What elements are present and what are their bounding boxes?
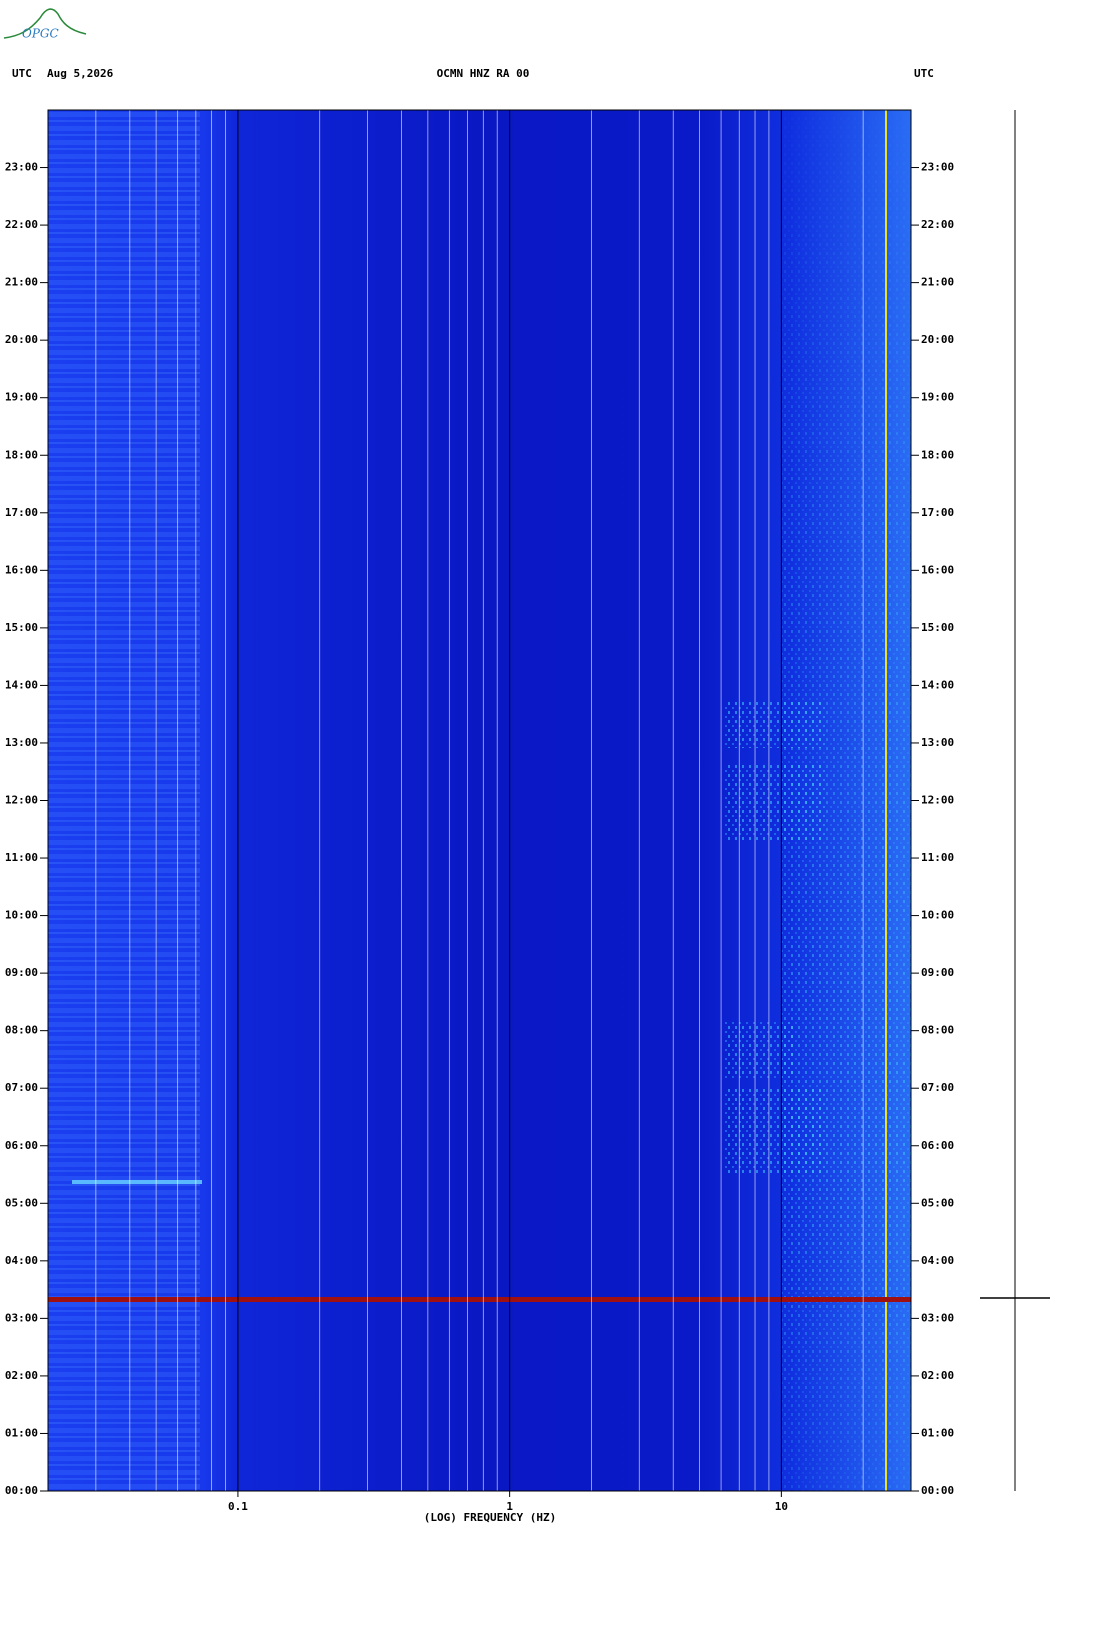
y-tick-label: 18:00	[5, 448, 38, 461]
y-tick-label: 21:00	[5, 276, 38, 289]
logo: OPGC	[3, 8, 87, 41]
y-tick-label: 12:00	[921, 794, 954, 807]
y-tick-label: 01:00	[921, 1426, 954, 1439]
y-tick-label: 20:00	[921, 333, 954, 346]
y-tick-label: 07:00	[5, 1081, 38, 1094]
chart-title: OCMN HNZ RA 00	[437, 67, 530, 80]
y-tick-label: 02:00	[921, 1369, 954, 1382]
y-tick-label: 15:00	[5, 621, 38, 634]
left-label: UTC	[12, 67, 32, 80]
y-tick-label: 08:00	[921, 1024, 954, 1037]
y-tick-label: 15:00	[921, 621, 954, 634]
y-tick-label: 03:00	[5, 1311, 38, 1324]
y-tick-label: 19:00	[5, 391, 38, 404]
y-tick-label: 14:00	[921, 678, 954, 691]
y-tick-label: 10:00	[5, 909, 38, 922]
y-tick-label: 07:00	[921, 1081, 954, 1094]
right-label: UTC	[914, 67, 934, 80]
y-tick-label: 04:00	[921, 1254, 954, 1267]
y-tick-label: 00:00	[921, 1484, 954, 1497]
y-tick-label: 09:00	[921, 966, 954, 979]
y-tick-label: 21:00	[921, 276, 954, 289]
logo-text: OPGC	[22, 27, 59, 41]
y-tick-label: 04:00	[5, 1254, 38, 1267]
y-tick-label: 23:00	[5, 161, 38, 174]
y-tick-label: 14:00	[5, 678, 38, 691]
x-tick-label: 1	[506, 1500, 513, 1513]
y-tick-label: 05:00	[5, 1196, 38, 1209]
y-tick-label: 17:00	[5, 506, 38, 519]
y-tick-label: 11:00	[5, 851, 38, 864]
y-tick-label: 23:00	[921, 161, 954, 174]
y-tick-label: 00:00	[5, 1484, 38, 1497]
y-tick-label: 05:00	[921, 1196, 954, 1209]
y-tick-label: 12:00	[5, 794, 38, 807]
y-tick-label: 13:00	[921, 736, 954, 749]
y-tick-label: 03:00	[921, 1311, 954, 1324]
x-axis-label: (LOG) FREQUENCY (HZ)	[424, 1511, 556, 1524]
y-tick-label: 01:00	[5, 1426, 38, 1439]
y-tick-label: 09:00	[5, 966, 38, 979]
date: Aug 5,2026	[47, 67, 114, 80]
y-tick-label: 02:00	[5, 1369, 38, 1382]
y-tick-label: 16:00	[5, 563, 38, 576]
y-tick-label: 20:00	[5, 333, 38, 346]
x-tick-label: 10	[775, 1500, 788, 1513]
x-tick-label: 0.1	[228, 1500, 248, 1513]
trace	[980, 110, 1050, 1491]
y-tick-label: 16:00	[921, 563, 954, 576]
y-tick-label: 22:00	[5, 218, 38, 231]
y-tick-label: 18:00	[921, 448, 954, 461]
y-tick-label: 10:00	[921, 909, 954, 922]
y-tick-label: 13:00	[5, 736, 38, 749]
y-tick-label: 06:00	[921, 1139, 954, 1152]
y-tick-label: 06:00	[5, 1139, 38, 1152]
y-tick-label: 17:00	[921, 506, 954, 519]
y-tick-label: 08:00	[5, 1024, 38, 1037]
spectrogram-image	[48, 110, 911, 1491]
y-tick-label: 19:00	[921, 391, 954, 404]
y-tick-label: 22:00	[921, 218, 954, 231]
y-tick-label: 11:00	[921, 851, 954, 864]
